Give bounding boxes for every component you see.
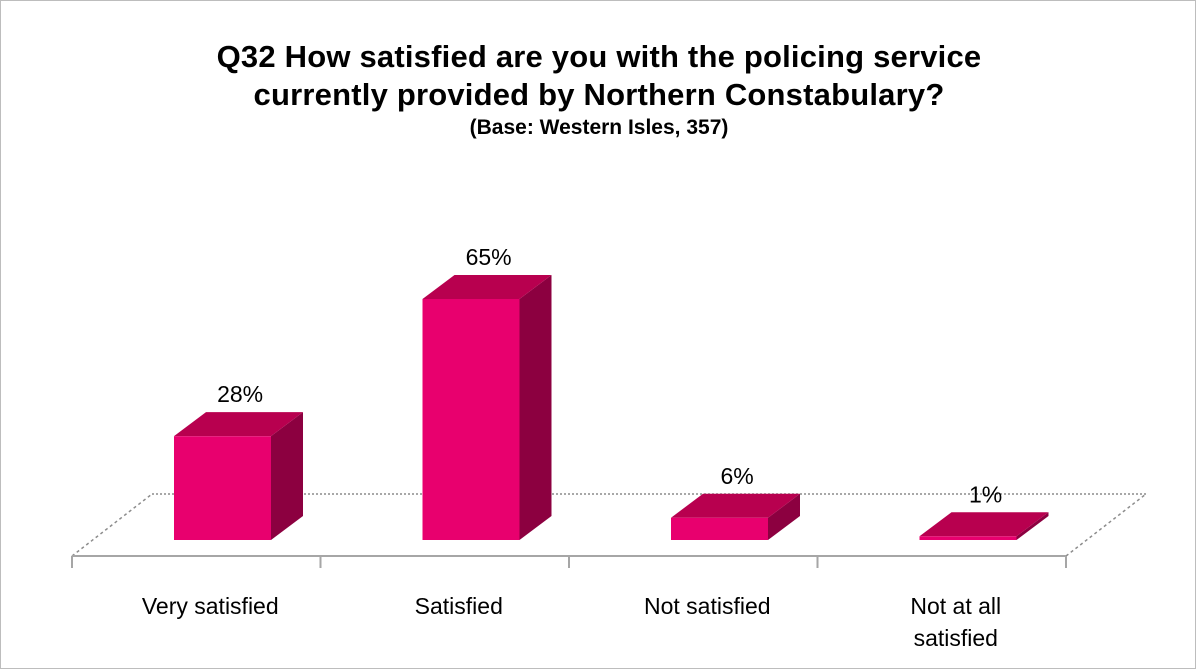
bar-front-1 [174, 436, 271, 540]
bar-front-4 [920, 536, 1017, 540]
bar-front-2 [423, 299, 520, 540]
bar-top-4 [920, 512, 1049, 536]
bar-side-2 [520, 275, 552, 540]
bar-front-3 [671, 518, 768, 540]
floor-left-edge [72, 494, 152, 556]
value-label-1: 28% [217, 381, 263, 407]
category-label-2: Satisfied [415, 593, 503, 619]
value-label-2: 65% [466, 244, 512, 270]
category-label-1: Very satisfied [142, 593, 279, 619]
value-label-4: 1% [969, 481, 1002, 507]
category-label-4: satisfied [914, 625, 998, 651]
category-label-3: Not satisfied [644, 593, 771, 619]
value-label-3: 6% [720, 463, 753, 489]
floor-right-edge [1066, 494, 1146, 556]
category-label-4: Not at all [910, 593, 1001, 619]
